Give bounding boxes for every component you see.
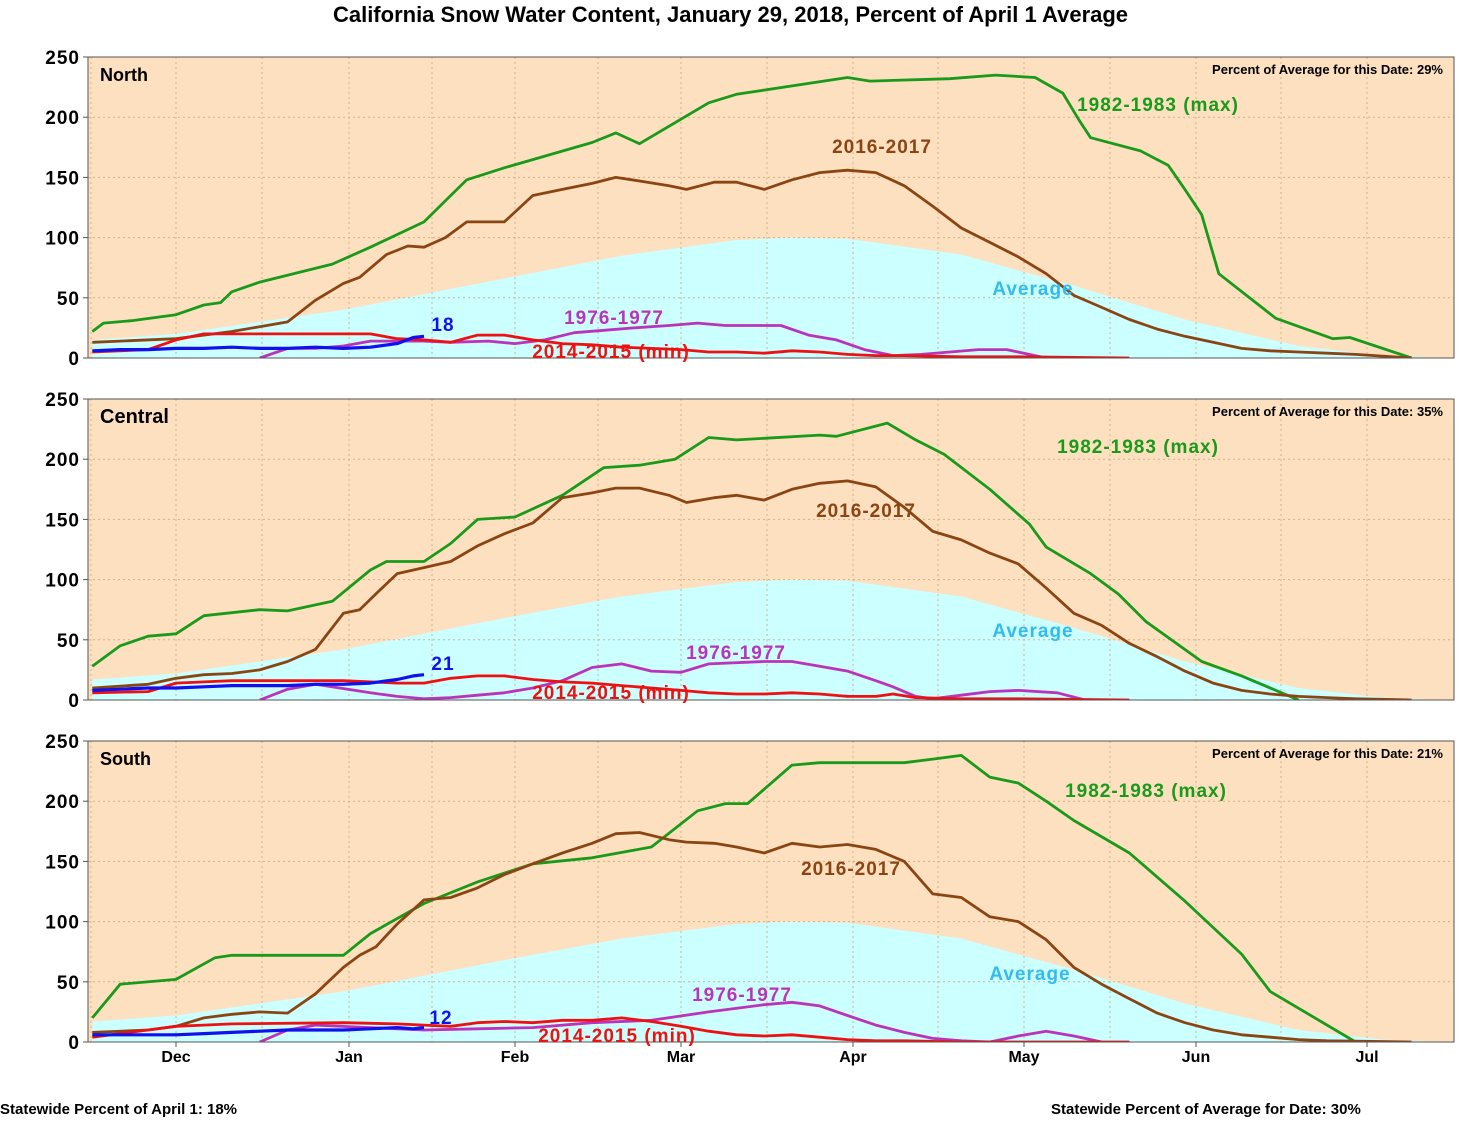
y-tick-label: 100	[45, 571, 80, 592]
y-tick-label: 250	[45, 48, 80, 69]
x-tick-label: Dec	[161, 1049, 190, 1066]
y-tick-label: 50	[57, 973, 80, 994]
date-percent-note: Percent of Average for this Date: 21%	[1212, 746, 1443, 761]
average-area	[92, 921, 1440, 1042]
region-label: South	[100, 749, 151, 769]
series-label-average: Average	[992, 279, 1073, 300]
date-percent-note: Percent of Average for this Date: 29%	[1212, 62, 1443, 77]
y-tick-label: 0	[68, 1033, 80, 1054]
x-tick-label: Jul	[1355, 1049, 1378, 1066]
series-line-max	[91, 73, 1413, 358]
y-tick-label: 150	[45, 168, 80, 189]
series-label-min: 2014-2015 (min)	[532, 342, 690, 363]
y-tick-label: 150	[45, 510, 80, 531]
series-line-current	[92, 334, 425, 353]
series-label-max: 1982-1983 (max)	[1057, 437, 1219, 458]
grid	[88, 399, 1454, 700]
x-tick-label: Apr	[839, 1049, 867, 1066]
y-tick-label: 100	[45, 913, 80, 934]
series-label-min: 2014-2015 (min)	[532, 683, 690, 704]
series-line-y2016	[92, 168, 1412, 358]
date-percent-note: Percent of Average for this Date: 35%	[1212, 404, 1443, 419]
series-label-average: Average	[992, 621, 1073, 642]
series-label-current: 21	[431, 654, 454, 675]
panel-central: 0 50 100 150 200 250 Central Percent of Average…	[45, 390, 1455, 712]
series-line-min	[92, 674, 1130, 700]
series-label-current: 12	[429, 1008, 452, 1029]
series-label-max: 1982-1983 (max)	[1077, 95, 1239, 116]
series-label-average: Average	[989, 964, 1070, 985]
series-label-y2016: 2016-2017	[816, 501, 916, 522]
region-label: North	[100, 65, 148, 85]
series-label-y1976: 1976-1977	[564, 308, 664, 329]
y-tick-label: 250	[45, 390, 80, 411]
series-label-current: 18	[431, 315, 454, 336]
y-tick-label: 150	[45, 852, 80, 873]
x-tick-label: May	[1008, 1049, 1039, 1066]
plot-frame	[87, 398, 1455, 701]
series-line-y2016	[92, 479, 1412, 700]
series-label-min: 2014-2015 (min)	[538, 1026, 696, 1047]
y-tick-label: 100	[45, 229, 80, 250]
series-label-y2016: 2016-2017	[832, 137, 932, 158]
average-area	[92, 579, 1440, 700]
series-line-min	[92, 1016, 1130, 1042]
y-tick-label: 200	[45, 450, 80, 471]
panel-south: 0 50 100 150 200 250 South Percent of Average f…	[45, 732, 1455, 1066]
x-tick-label: Jan	[335, 1049, 363, 1066]
series-label-max: 1982-1983 (max)	[1065, 781, 1227, 802]
x-tick-label: Feb	[501, 1049, 530, 1066]
series-label-y1976: 1976-1977	[692, 985, 792, 1006]
x-tick-label: Jun	[1182, 1049, 1210, 1066]
series-line-current	[92, 1025, 425, 1037]
y-tick-label: 50	[57, 289, 80, 310]
grid	[88, 741, 1454, 1042]
series-label-y1976: 1976-1977	[686, 643, 786, 664]
y-tick-label: 0	[68, 691, 80, 712]
y-tick-label: 50	[57, 631, 80, 652]
statewide-date-percent: Statewide Percent of Average for Date: 3…	[1051, 1101, 1361, 1118]
x-tick-label: Mar	[667, 1049, 695, 1066]
y-tick-label: 0	[68, 349, 80, 370]
y-tick-label: 200	[45, 792, 80, 813]
series-line-max	[91, 421, 1300, 700]
y-tick-label: 200	[45, 108, 80, 129]
y-tick-label: 250	[45, 732, 80, 753]
statewide-april1-percent: Statewide Percent of April 1: 18%	[0, 1101, 238, 1118]
series-line-current	[92, 673, 425, 692]
plot-frame	[87, 56, 1455, 359]
series-label-y2016: 2016-2017	[801, 859, 901, 880]
series-line-min	[92, 332, 1130, 358]
series-line-max	[91, 754, 1357, 1042]
chart-title: California Snow Water Content, January 2…	[332, 2, 1129, 27]
plot-frame	[87, 740, 1455, 1043]
region-label: Central	[100, 406, 169, 428]
panel-north: 0 50 100 150 200 250 North Percent of Average f…	[45, 48, 1455, 370]
average-area	[92, 237, 1440, 358]
series-line-y2016	[92, 831, 1412, 1042]
